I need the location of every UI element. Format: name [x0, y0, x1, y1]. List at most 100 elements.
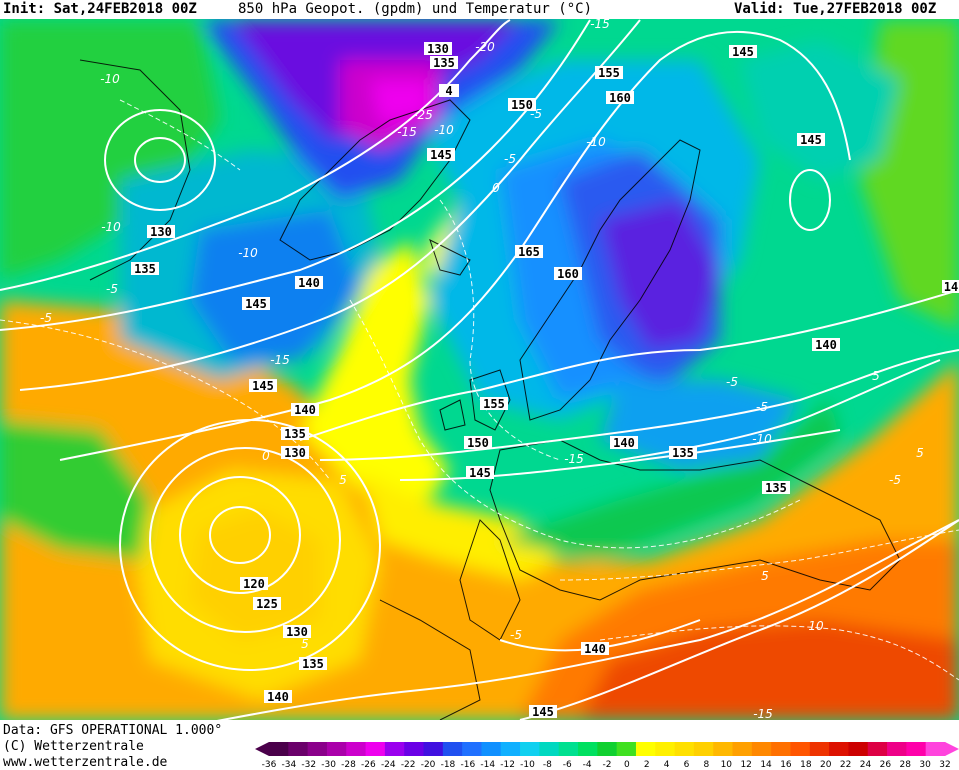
scale-tick-label: 32 [939, 760, 950, 770]
svg-text:150: 150 [467, 436, 489, 450]
geopotential-label: 140 [581, 642, 609, 656]
scale-tick-label: 24 [860, 760, 872, 770]
temperature-labels: -20 -15 -25 -15 -10 -5 -10 -10 -5 0 -5 -… [40, 19, 924, 720]
scale-swatch [597, 742, 618, 756]
scale-swatch [655, 742, 676, 756]
geopotential-label: 140 [610, 436, 638, 450]
scale-swatch [867, 742, 888, 756]
scale-swatch [713, 742, 734, 756]
scale-tick-label: 18 [800, 760, 812, 770]
temperature-label: -15 [590, 19, 610, 31]
svg-text:145: 145 [245, 297, 267, 311]
init-time: Init: Sat,24FEB2018 00Z [3, 1, 197, 17]
scale-tick-label: 16 [780, 760, 792, 770]
temperature-label: -10 [752, 432, 772, 446]
svg-text:140: 140 [267, 690, 289, 704]
svg-text:155: 155 [483, 397, 505, 411]
scale-tick-label: 0 [624, 760, 630, 770]
scale-swatch [520, 742, 540, 756]
scale-tick-label: -20 [421, 760, 436, 770]
temperature-label: 0 [262, 449, 270, 463]
geopotential-label: 145 [797, 133, 825, 147]
scale-swatch [925, 742, 946, 756]
svg-text:130: 130 [427, 42, 449, 56]
scale-swatch [771, 742, 791, 756]
temperature-color-scale: -36 -34 -32 -30 -28 -26 -24 -22 -20 -18 -16 -14 -12-… [255, 742, 959, 770]
geopotential-label: 155 [480, 397, 508, 411]
scale-tick-label: 6 [684, 760, 690, 770]
scale-tick-label: -8 [543, 760, 552, 770]
scale-tick-label: -34 [282, 760, 297, 770]
scale-tick-label: 20 [820, 760, 832, 770]
geopotential-label: 145 [427, 148, 455, 162]
temperature-label: -10 [586, 135, 606, 149]
geopotential-label: 130 [424, 42, 452, 56]
geopotential-label: 165 [515, 245, 543, 259]
scale-swatch [404, 742, 425, 756]
geopotential-label: 140 [264, 690, 292, 704]
svg-text:4: 4 [445, 84, 452, 98]
svg-text:160: 160 [609, 91, 631, 105]
geopotential-label: 135 [281, 427, 309, 441]
svg-text:145: 145 [732, 45, 754, 59]
svg-text:130: 130 [284, 446, 306, 460]
scale-tick-label: 4 [664, 760, 670, 770]
copyright: (C) Wetterzentrale [3, 739, 144, 754]
geopotential-label: 150 [464, 436, 492, 450]
geopotential-labels: 130 135 145 4 155 160 150 145 145 130 13… [131, 42, 959, 719]
geopotential-label: 4 [439, 84, 459, 98]
svg-text:135: 135 [134, 262, 156, 276]
temperature-label: -5 [106, 282, 118, 296]
temperature-label: -10 [238, 246, 258, 260]
scale-swatch [384, 742, 405, 756]
scale-swatch [693, 742, 714, 756]
map-header: Init: Sat,24FEB2018 00Z 850 hPa Geopot. … [0, 0, 959, 19]
scale-tick-label: -6 [563, 760, 572, 770]
svg-text:140: 140 [294, 403, 316, 417]
svg-text:135: 135 [765, 481, 787, 495]
svg-text:135: 135 [672, 446, 694, 460]
geopotential-label: 140 [295, 276, 323, 290]
scale-swatch [326, 742, 347, 756]
temperature-label: 5 [916, 446, 924, 460]
svg-text:130: 130 [286, 625, 308, 639]
geopotential-label: 130 [281, 446, 309, 460]
svg-text:160: 160 [557, 267, 579, 281]
scale-tick-label: -30 [321, 760, 336, 770]
temperature-label: -5 [889, 473, 901, 487]
geopotential-label: 130 [147, 225, 175, 239]
geopotential-label: 160 [554, 267, 582, 281]
temperature-label: -5 [530, 107, 542, 121]
geopotential-label: 145 [729, 45, 757, 59]
svg-text:140: 140 [298, 276, 320, 290]
scale-swatch [616, 742, 637, 756]
scale-bar [255, 742, 959, 756]
scale-swatch [365, 742, 386, 756]
temperature-field [0, 19, 959, 720]
scale-swatch [269, 742, 289, 756]
temperature-label: -15 [753, 707, 773, 720]
svg-text:145: 145 [252, 379, 274, 393]
svg-text:130: 130 [150, 225, 172, 239]
geopotential-label: 145 [242, 297, 270, 311]
temperature-label: -15 [270, 353, 290, 367]
scale-tick-label: -4 [583, 760, 592, 770]
temperature-label: 5 [339, 473, 347, 487]
geopotential-label: 14 [942, 280, 959, 294]
svg-text:145: 145 [430, 148, 452, 162]
scale-swatch [887, 742, 907, 756]
scale-arrow-left [255, 742, 269, 756]
scale-swatch [790, 742, 811, 756]
scale-swatch [500, 742, 521, 756]
scale-swatch [558, 742, 579, 756]
scale-swatch [809, 742, 830, 756]
svg-text:155: 155 [598, 66, 620, 80]
svg-text:14: 14 [944, 280, 958, 294]
temperature-label: 0 [492, 181, 500, 195]
temperature-label: -5 [504, 152, 516, 166]
temperature-label: -5 [510, 628, 522, 642]
svg-text:140: 140 [584, 642, 606, 656]
website-url: www.wetterzentrale.de [3, 755, 168, 770]
weather-map: 130 135 145 4 155 160 150 145 145 130 13… [0, 19, 959, 720]
geopotential-label: 125 [253, 597, 281, 611]
